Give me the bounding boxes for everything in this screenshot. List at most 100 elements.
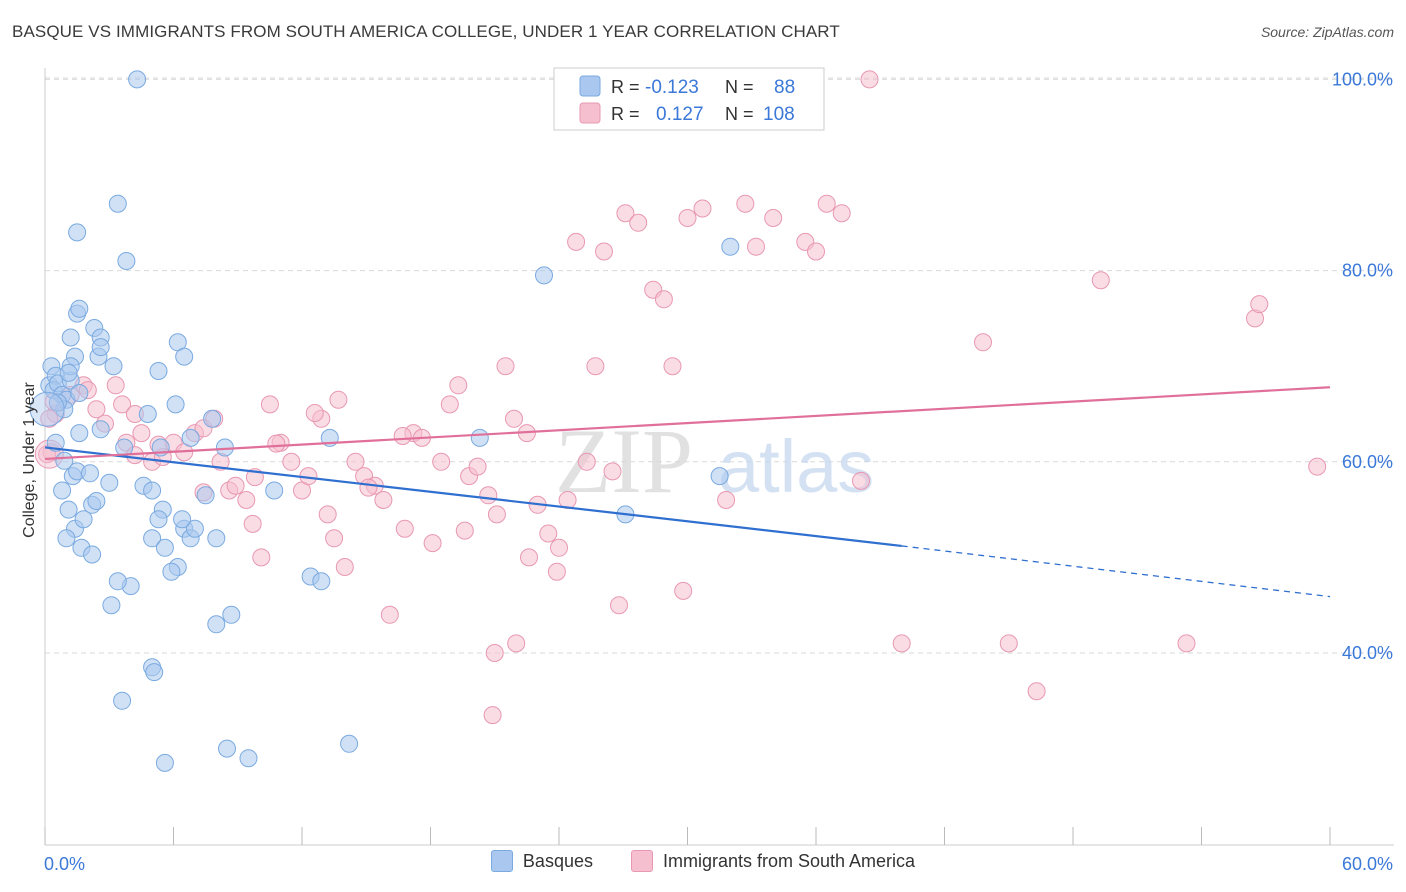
legend-n-value-2: 108 — [763, 104, 795, 125]
data-point-immigrants — [346, 452, 365, 471]
data-point-basques — [312, 572, 331, 591]
data-point-basques — [81, 464, 99, 483]
data-point-immigrants — [1091, 271, 1110, 290]
data-point-immigrants — [252, 548, 271, 567]
data-point-basques — [48, 393, 67, 412]
data-point-basques — [535, 266, 553, 285]
legend-item-basques: Basques — [490, 850, 593, 872]
data-point-basques — [61, 328, 80, 347]
data-point-basques — [117, 252, 136, 270]
data-point-basques — [91, 338, 110, 357]
x-tick-labels: 0.0% 60.0% — [44, 854, 1393, 874]
data-point-basques — [239, 749, 258, 768]
data-point-immigrants — [226, 476, 245, 495]
y-tick-label: 60.0% — [1342, 452, 1393, 472]
x-tick-label: 0.0% — [44, 854, 85, 874]
data-point-immigrants — [87, 400, 106, 419]
data-point-immigrants — [243, 514, 262, 533]
data-point-basques — [721, 237, 740, 256]
data-point-basques — [91, 420, 110, 439]
data-point-immigrants — [449, 376, 468, 395]
data-point-basques — [74, 510, 93, 529]
data-point-immigrants — [586, 357, 605, 376]
data-point-basques — [128, 70, 147, 89]
chart-title: BASQUE VS IMMIGRANTS FROM SOUTH AMERICA … — [12, 22, 840, 41]
data-point-immigrants — [539, 524, 558, 543]
data-point-basques — [175, 347, 194, 366]
data-point-immigrants — [380, 605, 399, 624]
data-point-basques — [104, 357, 123, 376]
watermark-atlas: atlas — [718, 425, 874, 508]
data-point-basques — [55, 451, 74, 470]
data-point-immigrants — [629, 213, 648, 232]
gridlines — [45, 77, 1394, 654]
data-point-basques — [68, 223, 87, 242]
y-axis-label: College, Under 1 year — [21, 382, 38, 538]
data-point-basques — [87, 492, 106, 510]
data-point-basques — [113, 691, 132, 710]
data-point-immigrants — [106, 376, 125, 395]
data-point-basques — [710, 467, 729, 486]
data-point-basques — [265, 481, 284, 500]
data-point-immigrants — [595, 242, 613, 261]
data-point-basques — [196, 486, 215, 505]
legend-label-immigrants: Immigrants from South America — [662, 850, 916, 871]
data-point-immigrants — [764, 209, 783, 227]
data-point-basques — [470, 428, 489, 447]
x-tick-label: 60.0% — [1342, 854, 1393, 874]
data-point-basques — [108, 572, 127, 591]
data-point-basques — [181, 428, 200, 447]
correlation-legend: R = -0.123 N = 88 R = 0.127 N = 108 — [553, 67, 825, 131]
data-point-immigrants — [237, 491, 256, 509]
data-point-basques — [70, 299, 89, 318]
data-point-immigrants — [693, 199, 712, 218]
data-point-basques — [218, 739, 236, 758]
data-point-immigrants — [736, 194, 755, 213]
data-point-basques — [70, 384, 89, 402]
data-point-immigrants — [132, 424, 151, 443]
data-point-immigrants — [520, 548, 538, 567]
data-point-immigrants — [325, 529, 344, 548]
legend-swatch-immigrants — [579, 102, 601, 124]
data-point-immigrants — [468, 457, 487, 476]
legend-r-label-2: R = — [611, 104, 640, 124]
data-point-immigrants — [747, 237, 765, 256]
data-point-basques — [145, 663, 164, 682]
y-tick-label: 100.0% — [1332, 69, 1393, 89]
data-point-immigrants — [616, 204, 635, 223]
data-point-basques — [173, 510, 192, 529]
data-point-basques-cluster — [29, 391, 65, 427]
data-point-immigrants — [318, 505, 337, 524]
data-point-basques — [59, 363, 78, 382]
data-point-immigrants — [603, 462, 622, 481]
data-point-immigrants — [663, 357, 682, 376]
y-tick-label: 80.0% — [1342, 261, 1393, 281]
data-point-basques — [83, 545, 102, 564]
source-credit: Source: ZipAtlas.com — [1260, 24, 1394, 40]
data-point-basques — [149, 362, 168, 380]
data-point-basques — [155, 538, 174, 557]
y-tick-label: 40.0% — [1342, 643, 1393, 663]
data-point-immigrants — [807, 242, 825, 261]
data-point-basques — [222, 605, 241, 624]
data-point-basques — [59, 500, 78, 519]
data-point-immigrants — [260, 395, 279, 414]
data-point-basques — [340, 734, 359, 753]
series-basques-points — [29, 70, 740, 772]
data-point-basques — [70, 424, 89, 443]
data-point-immigrants — [329, 390, 348, 409]
data-point-basques — [207, 615, 226, 634]
watermark: ZIP atlas — [555, 410, 874, 512]
data-point-basques — [138, 405, 157, 423]
data-point-immigrants — [282, 452, 301, 471]
data-point-immigrants — [678, 209, 697, 227]
data-point-immigrants — [393, 427, 412, 445]
data-point-immigrants — [507, 634, 526, 653]
data-point-immigrants — [359, 478, 378, 497]
legend-n-value-1: 88 — [774, 77, 795, 98]
data-point-immigrants — [610, 596, 628, 615]
data-point-immigrants — [974, 333, 992, 352]
data-point-immigrants — [999, 634, 1018, 653]
data-point-immigrants — [577, 452, 596, 471]
data-point-immigrants — [550, 538, 568, 557]
